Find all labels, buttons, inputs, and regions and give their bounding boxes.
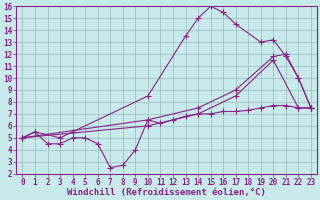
X-axis label: Windchill (Refroidissement éolien,°C): Windchill (Refroidissement éolien,°C)	[67, 188, 266, 197]
